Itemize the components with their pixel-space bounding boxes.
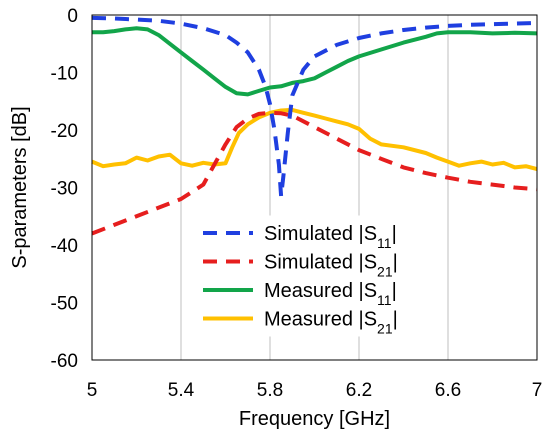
y-axis-title: S-parameters [dB] [9,106,31,268]
x-axis-title: Frequency [GHz] [239,408,390,430]
legend-label-subscript: 21 [377,321,393,337]
legend: Simulated |S11|Simulated |S21|Measured |… [192,215,419,337]
y-tick-label: -50 [51,294,78,315]
legend-entry-label: Simulated |S11| [264,223,397,251]
series-line-0 [91,15,538,199]
x-tick-label: 7 [532,380,543,401]
y-tick-labels: 0 -10 -20 -30 -40 -50 -60 [51,6,78,372]
x-tick-label: 6.6 [435,380,461,401]
legend-box [192,215,419,337]
legend-label-end: | [393,252,398,274]
legend-label-end: | [392,223,397,245]
y-tick-label: -40 [51,236,78,257]
series-line-2 [92,26,538,97]
y-tick-label: -60 [51,351,78,372]
legend-label-end: | [392,280,397,302]
plot-frame [91,14,538,361]
x-tick-label: 5.8 [257,380,283,401]
series-line-3 [91,107,538,172]
y-tick-label: -10 [51,64,78,85]
series-layer [91,15,538,236]
legend-entry-label: Measured |S11| [264,280,397,308]
legend-entry-label: Measured |S21| [264,309,398,337]
legend-label-subscript: 11 [377,292,392,308]
y-tick-label: -30 [51,179,78,200]
x-tick-label: 5.4 [168,380,195,401]
legend-label-main: Measured |S [264,280,377,302]
y-tick-label: 0 [67,6,78,27]
legend-entry-label: Simulated |S21| [264,252,398,280]
x-tick-labels: 5 5.4 5.8 6.2 6.6 7 [87,380,543,401]
legend-label-main: Measured |S [264,309,377,331]
legend-label-end: | [393,309,398,331]
legend-label-main: Simulated |S [264,252,377,274]
series-line-1 [91,110,538,236]
x-tick-label: 6.2 [346,380,372,401]
legend-label-subscript: 11 [377,235,392,251]
x-tick-label: 5 [87,380,98,401]
legend-label-main: Simulated |S [264,223,377,245]
legend-label-subscript: 21 [377,264,393,280]
y-tick-label: -20 [51,121,78,142]
